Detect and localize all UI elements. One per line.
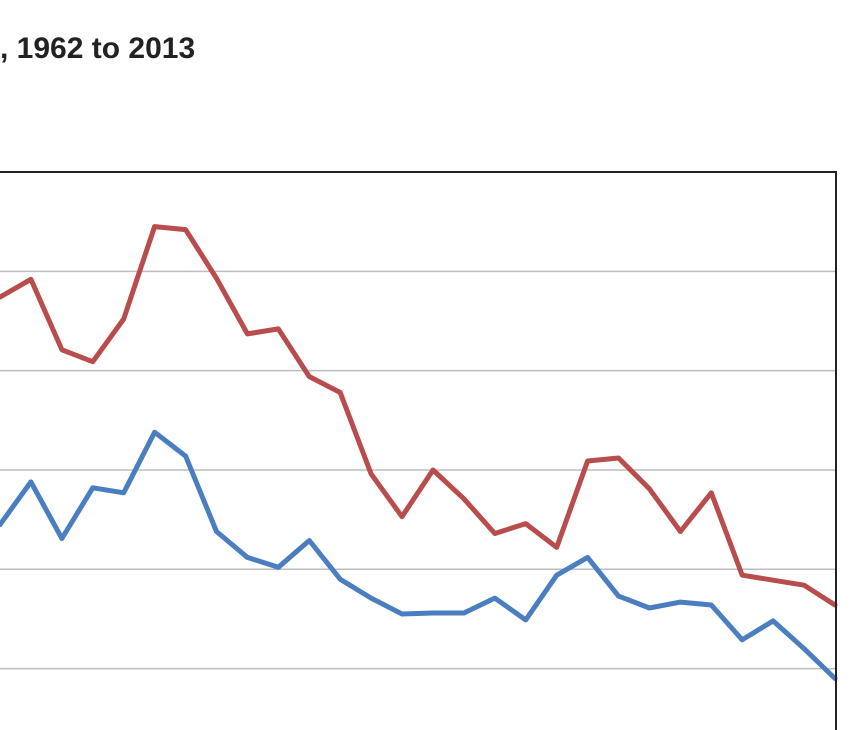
grid — [0, 171, 835, 670]
chart-title: , 1962 to 2013 — [0, 32, 195, 65]
series-line — [0, 224, 838, 608]
lines — [0, 224, 838, 681]
series-line — [0, 429, 838, 681]
